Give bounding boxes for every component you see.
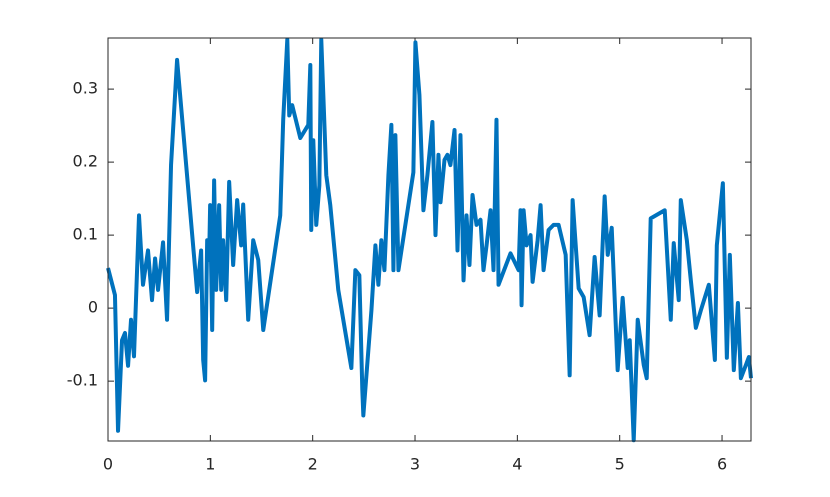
x-tick-label: 1 — [205, 455, 215, 474]
x-tick-label: 3 — [410, 455, 420, 474]
data-line — [106, 37, 753, 443]
y-tick-label: -0.1 — [67, 371, 98, 390]
x-tick-label: 5 — [615, 455, 625, 474]
axes-box — [107, 37, 752, 442]
x-tick-label: 0 — [103, 455, 113, 474]
y-tick-label: 0 — [88, 298, 98, 317]
x-tick-label: 6 — [717, 455, 727, 474]
y-tick-label: 0.3 — [73, 79, 98, 98]
x-tick-label: 2 — [308, 455, 318, 474]
x-tick-label: 4 — [512, 455, 522, 474]
y-tick-label: 0.2 — [73, 152, 98, 171]
y-tick-label: 0.1 — [73, 225, 98, 244]
